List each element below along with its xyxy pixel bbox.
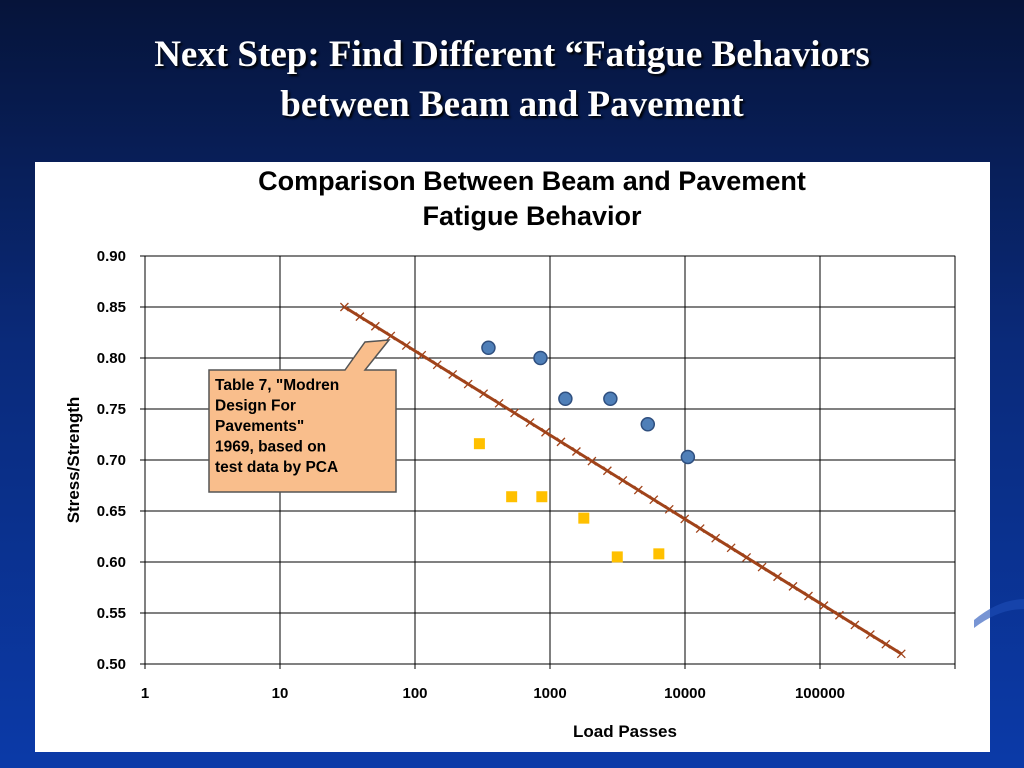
trend-marker	[850, 620, 860, 630]
y-tick-label: 0.65	[97, 503, 126, 520]
x-tick-label: 10000	[664, 685, 706, 702]
callout-text: Table 7, "Modren Design For Pavements" 1969…	[215, 377, 339, 476]
trend-marker	[510, 408, 520, 418]
trend-marker	[695, 524, 705, 534]
callout-text-line: Table 7, "Modren	[215, 377, 339, 394]
y-tick-label: 0.90	[97, 248, 126, 265]
callout: Table 7, "Modren Design For Pavements" 1969…	[208, 339, 397, 493]
beam-point	[640, 417, 656, 432]
x-tick-label: 1000	[533, 685, 566, 702]
slide-title-line-2: between Beam and Pavement	[280, 84, 744, 125]
fatigue-chart: 0.90 0.85 0.80 0.75 0.70 0.65 0.60 0.55 0.50 1 10 1…	[64, 166, 956, 741]
trend-marker	[339, 302, 349, 312]
trend-marker	[680, 514, 690, 524]
trend-marker	[494, 398, 504, 408]
trend-marker	[355, 312, 365, 322]
trend-line-layer	[339, 302, 906, 659]
beam-point	[680, 449, 696, 465]
trend-marker	[571, 447, 581, 456]
x-tick-label: 100	[402, 685, 427, 702]
trend-marker	[865, 630, 875, 639]
chart-title-line-2: Fatigue Behavior	[422, 201, 642, 231]
trend-marker	[788, 581, 798, 591]
chart-panel: 0.90 0.85 0.80 0.75 0.70 0.65 0.60 0.55 0.50 1 10 1…	[35, 162, 990, 752]
trend-marker	[664, 504, 674, 514]
trend-marker	[556, 437, 566, 447]
beam-point	[481, 340, 496, 356]
trend-marker	[896, 649, 906, 659]
axis-ticks: 0.90 0.85 0.80 0.75 0.70 0.65 0.60 0.55 0.50 1 10 1…	[97, 248, 956, 702]
x-tick-label: 100000	[795, 685, 845, 702]
trend-marker	[432, 360, 442, 370]
trend-marker	[773, 572, 782, 582]
x-tick-label: 10	[272, 685, 289, 702]
trend-marker	[401, 341, 411, 350]
pavement-point	[611, 551, 623, 563]
trend-marker	[742, 553, 752, 562]
trend-marker	[757, 562, 767, 572]
trend-marker	[587, 456, 597, 466]
beam-point	[533, 350, 548, 366]
x-axis-label: Load Passes	[573, 722, 677, 741]
trend-marker	[633, 485, 643, 495]
y-tick-label: 0.85	[97, 299, 126, 316]
slide-title: Next Step: Find Different “Fatigue Behav…	[0, 30, 1024, 130]
trend-marker	[463, 379, 473, 389]
pavement-point	[506, 491, 518, 503]
trend-marker	[541, 427, 550, 437]
trend-marker	[711, 533, 721, 543]
pavement-point	[578, 512, 590, 524]
trend-marker	[819, 601, 829, 611]
trend-marker	[525, 418, 535, 428]
slide-title-line-1: Next Step: Find Different “Fatigue Behav…	[154, 34, 870, 75]
trend-marker	[649, 495, 659, 505]
callout-text-line: Pavements"	[215, 418, 304, 435]
trend-marker	[834, 610, 844, 620]
y-tick-label: 0.70	[97, 452, 126, 469]
callout-text-line: test data by PCA	[215, 459, 338, 476]
y-axis-label: Stress/Strength	[64, 397, 83, 524]
trend-marker	[417, 350, 427, 360]
chart-title-line-1: Comparison Between Beam and Pavement	[258, 166, 806, 196]
y-tick-label: 0.75	[97, 401, 126, 418]
trend-marker	[479, 389, 489, 399]
trend-marker	[386, 331, 396, 341]
trend-marker	[804, 591, 813, 601]
trend-marker	[726, 543, 736, 553]
y-tick-label: 0.80	[97, 350, 126, 367]
beam-point	[603, 391, 618, 407]
pavement-point	[473, 438, 485, 450]
trend-marker	[602, 466, 612, 476]
y-tick-label: 0.55	[97, 605, 126, 622]
callout-box	[208, 339, 397, 493]
y-tick-label: 0.50	[97, 656, 126, 673]
beam-point	[558, 391, 573, 407]
trend-marker	[448, 369, 458, 379]
data-points	[473, 340, 696, 563]
trend-marker	[618, 475, 628, 485]
trend-marker	[881, 639, 891, 649]
pavement-point	[536, 491, 548, 503]
y-tick-label: 0.60	[97, 554, 126, 571]
x-tick-label: 1	[141, 685, 149, 702]
callout-text-line: 1969, based on	[215, 439, 326, 456]
decorative-swoosh	[974, 599, 1024, 628]
callout-text-line: Design For	[215, 398, 296, 415]
trend-marker	[370, 321, 380, 331]
pavement-point	[653, 548, 665, 560]
